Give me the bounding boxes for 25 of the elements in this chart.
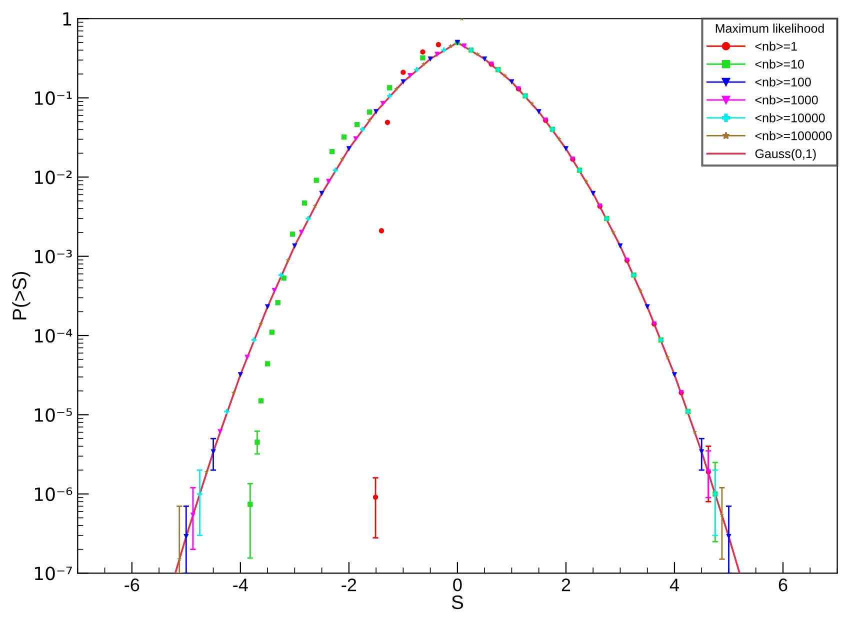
x-tick-label: -6 — [124, 578, 140, 592]
x-axis-title: S — [452, 595, 464, 610]
legend-label: <nb>=100000 — [755, 131, 832, 140]
y-tick-label: 10⁻⁶ — [35, 487, 72, 502]
legend-label: <nb>=1 — [755, 42, 797, 51]
x-tick-label: 0 — [453, 578, 462, 592]
x-tick-label: 6 — [778, 578, 788, 592]
x-tick-label: -4 — [233, 578, 248, 592]
y-tick-label: 10⁻¹ — [35, 91, 72, 105]
y-axis-title: P(>S) — [12, 272, 30, 320]
y-tick-label: 10⁻² — [35, 170, 72, 184]
y-tick-label: 10⁻⁴ — [35, 328, 72, 343]
y-tick-label: 10⁻⁷ — [35, 566, 72, 580]
legend-label: Gauss(0,1) — [755, 148, 816, 161]
legend-label: <nb>=10 — [755, 59, 804, 69]
legend-label: <nb>=10000 — [755, 113, 825, 122]
legend-label: <nb>=100 — [755, 77, 811, 87]
y-tick-label: 10⁻⁵ — [35, 408, 72, 422]
y-tick-label: 10⁻³ — [35, 250, 72, 264]
legend-label: <nb>=1000 — [755, 95, 818, 104]
x-tick-label: -2 — [342, 578, 356, 592]
y-tick-label: 1 — [63, 12, 72, 26]
x-tick-label: 2 — [562, 578, 570, 592]
x-tick-label: 4 — [670, 578, 679, 592]
legend-title: Maximum likelihood — [716, 24, 824, 33]
